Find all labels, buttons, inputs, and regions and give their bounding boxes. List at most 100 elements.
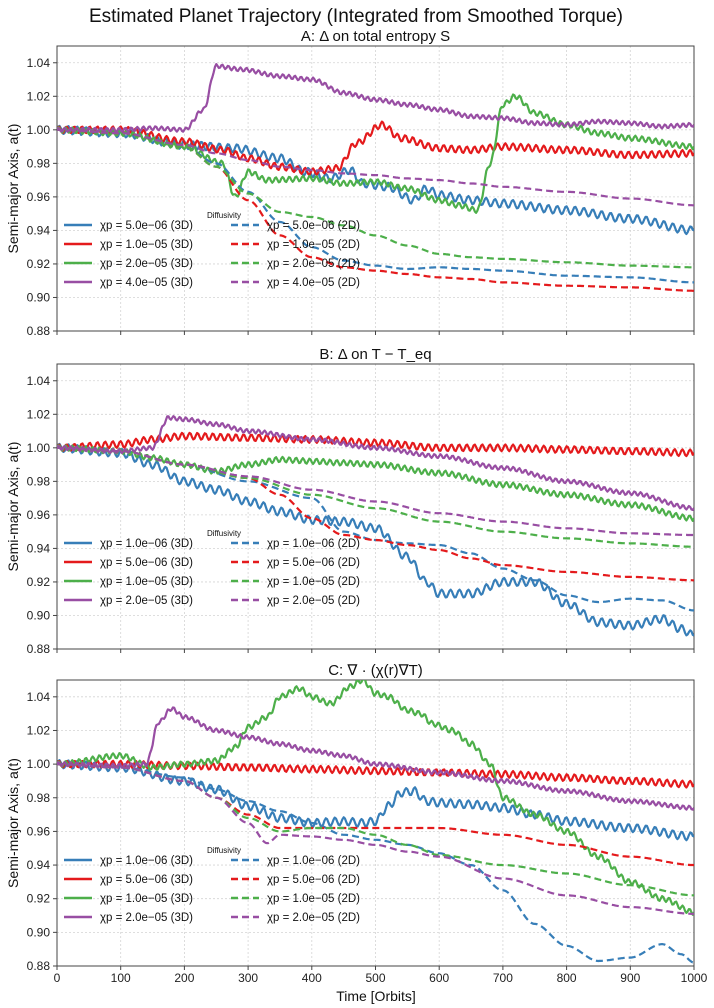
chart-panel-c: C: ∇ · (χ(r)∇T) 0.88 0.90 0.92 0.94 0.96 0.98 1…: [5, 662, 708, 985]
legend-title: Diffusivity: [207, 211, 241, 220]
legend-label: χp = 2.0e−05 (3D): [100, 912, 193, 924]
legend-label: χp = 2.0e−05 (3D): [100, 595, 193, 607]
series-group: [57, 415, 694, 637]
series-line-2-solid: [57, 431, 694, 458]
x-tick-label: 500: [365, 971, 385, 985]
x-tick-label: 700: [493, 971, 513, 985]
y-axis-label: Semi-major Axis, a(t): [5, 124, 21, 254]
y-tick-label: 0.90: [27, 608, 51, 622]
legend-label: χp = 1.0e−06 (3D): [100, 538, 193, 550]
y-tick-label: 0.94: [27, 858, 51, 872]
y-tick-label: 0.94: [27, 541, 51, 555]
series-line-2-solid: [57, 120, 694, 177]
series-line-3-solid: [57, 444, 694, 522]
legend-label: χp = 5.0e−06 (3D): [100, 874, 193, 886]
y-tick-label: 1.00: [27, 123, 51, 137]
y-tick-label: 0.96: [27, 824, 51, 838]
legend-label: χp = 2.0e−05 (2D): [267, 595, 360, 607]
y-tick-label: 0.88: [27, 642, 51, 656]
panel-title: A: Δ on total entropy S: [301, 28, 450, 45]
x-tick-label: 1000: [681, 971, 708, 985]
y-tick-label: 0.98: [27, 474, 51, 488]
series-line-4-solid: [57, 62, 694, 133]
series-line-3-solid: [57, 680, 694, 916]
y-tick-label: 1.02: [27, 89, 51, 103]
legend-label: χp = 4.0e−05 (2D): [267, 277, 360, 289]
series-line-6-dashed: [57, 762, 694, 867]
legend-title: Diffusivity: [207, 846, 241, 855]
panel-title: C: ∇ · (χ(r)∇T): [328, 662, 423, 679]
y-tick-label: 0.94: [27, 223, 51, 237]
series-line-8-dashed: [57, 446, 694, 537]
legend-label: χp = 1.0e−05 (2D): [267, 576, 360, 588]
series-line-1-solid: [57, 442, 694, 637]
y-tick-label: 0.92: [27, 257, 51, 271]
figure-title: Estimated Planet Trajectory (Integrated …: [89, 6, 623, 27]
legend-label: χp = 2.0e−05 (2D): [267, 912, 360, 924]
y-tick-label: 1.04: [27, 56, 51, 70]
y-tick-label: 1.00: [27, 441, 51, 455]
legend-label: χp = 1.0e−06 (3D): [100, 855, 193, 867]
panel-title: B: Δ on T − T_eq: [319, 346, 431, 363]
y-tick-label: 1.02: [27, 723, 51, 737]
x-axis-label: Time [Orbits]: [336, 988, 416, 1004]
y-tick-label: 1.04: [27, 374, 51, 388]
y-tick-label: 0.98: [27, 791, 51, 805]
panels-group: A: Δ on total entropy S 0.88 0.90 0.92 0.94 0…: [5, 28, 708, 985]
x-tick-label: 300: [238, 971, 258, 985]
y-tick-label: 0.90: [27, 925, 51, 939]
x-tick-label: 800: [557, 971, 577, 985]
y-tick-label: 0.88: [27, 959, 51, 973]
series-line-8-dashed: [57, 128, 694, 207]
legend-label: χp = 5.0e−06 (3D): [100, 220, 193, 232]
series-line-6-dashed: [57, 446, 694, 582]
x-tick-label: 0: [54, 971, 61, 985]
y-tick-label: 1.02: [27, 407, 51, 421]
legend-label: χp = 1.0e−05 (3D): [100, 893, 193, 905]
series-line-7-dashed: [57, 446, 694, 548]
legend-label: χp = 5.0e−06 (3D): [100, 557, 193, 569]
y-tick-label: 1.04: [27, 690, 51, 704]
series-line-4-solid: [57, 415, 694, 511]
legend-label: χp = 1.0e−06 (2D): [267, 538, 360, 550]
legend-label: χp = 1.0e−05 (2D): [267, 893, 360, 905]
series-group: [57, 680, 694, 964]
legend-label: χp = 1.0e−05 (3D): [100, 576, 193, 588]
legend-label: χp = 5.0e−06 (2D): [267, 557, 360, 569]
series-line-6-dashed: [57, 128, 694, 292]
legend-label: χp = 1.0e−05 (2D): [267, 239, 360, 251]
series-line-5-dashed: [57, 128, 694, 284]
x-tick-label: 900: [620, 971, 640, 985]
legend-label: χp = 2.0e−05 (3D): [100, 258, 193, 270]
x-tick-label: 200: [174, 971, 194, 985]
series-group: [57, 62, 694, 292]
chart-panel-b: B: Δ on T − T_eq 0.88 0.90 0.92 0.94 0.96 0.98…: [5, 346, 695, 656]
y-axis-label: Semi-major Axis, a(t): [5, 442, 21, 572]
legend-label: χp = 1.0e−05 (3D): [100, 239, 193, 251]
y-tick-label: 0.96: [27, 508, 51, 522]
series-line-3-solid: [57, 93, 694, 214]
series-line-1-solid: [57, 759, 694, 842]
legend-label: χp = 5.0e−06 (2D): [267, 874, 360, 886]
y-tick-label: 0.92: [27, 575, 51, 589]
series-line-4-solid: [57, 706, 694, 811]
series-line-7-dashed: [57, 762, 694, 897]
y-tick-label: 0.92: [27, 892, 51, 906]
chart-panel-a: A: Δ on total entropy S 0.88 0.90 0.92 0.94 0…: [5, 28, 695, 338]
y-tick-label: 0.96: [27, 190, 51, 204]
x-tick-label: 600: [429, 971, 449, 985]
x-tick-label: 100: [111, 971, 131, 985]
y-tick-label: 0.98: [27, 156, 51, 170]
series-line-7-dashed: [57, 128, 694, 269]
series-line-5-dashed: [57, 762, 694, 964]
y-tick-label: 1.00: [27, 757, 51, 771]
x-tick-label: 400: [302, 971, 322, 985]
y-axis-label: Semi-major Axis, a(t): [5, 758, 21, 888]
legend-label: χp = 2.0e−05 (2D): [267, 258, 360, 270]
y-tick-label: 0.90: [27, 290, 51, 304]
series-line-5-dashed: [57, 446, 694, 612]
legend-label: χp = 1.0e−06 (2D): [267, 855, 360, 867]
legend-label: χp = 5.0e−06 (2D): [267, 220, 360, 232]
legend-label: χp = 4.0e−05 (3D): [100, 277, 193, 289]
